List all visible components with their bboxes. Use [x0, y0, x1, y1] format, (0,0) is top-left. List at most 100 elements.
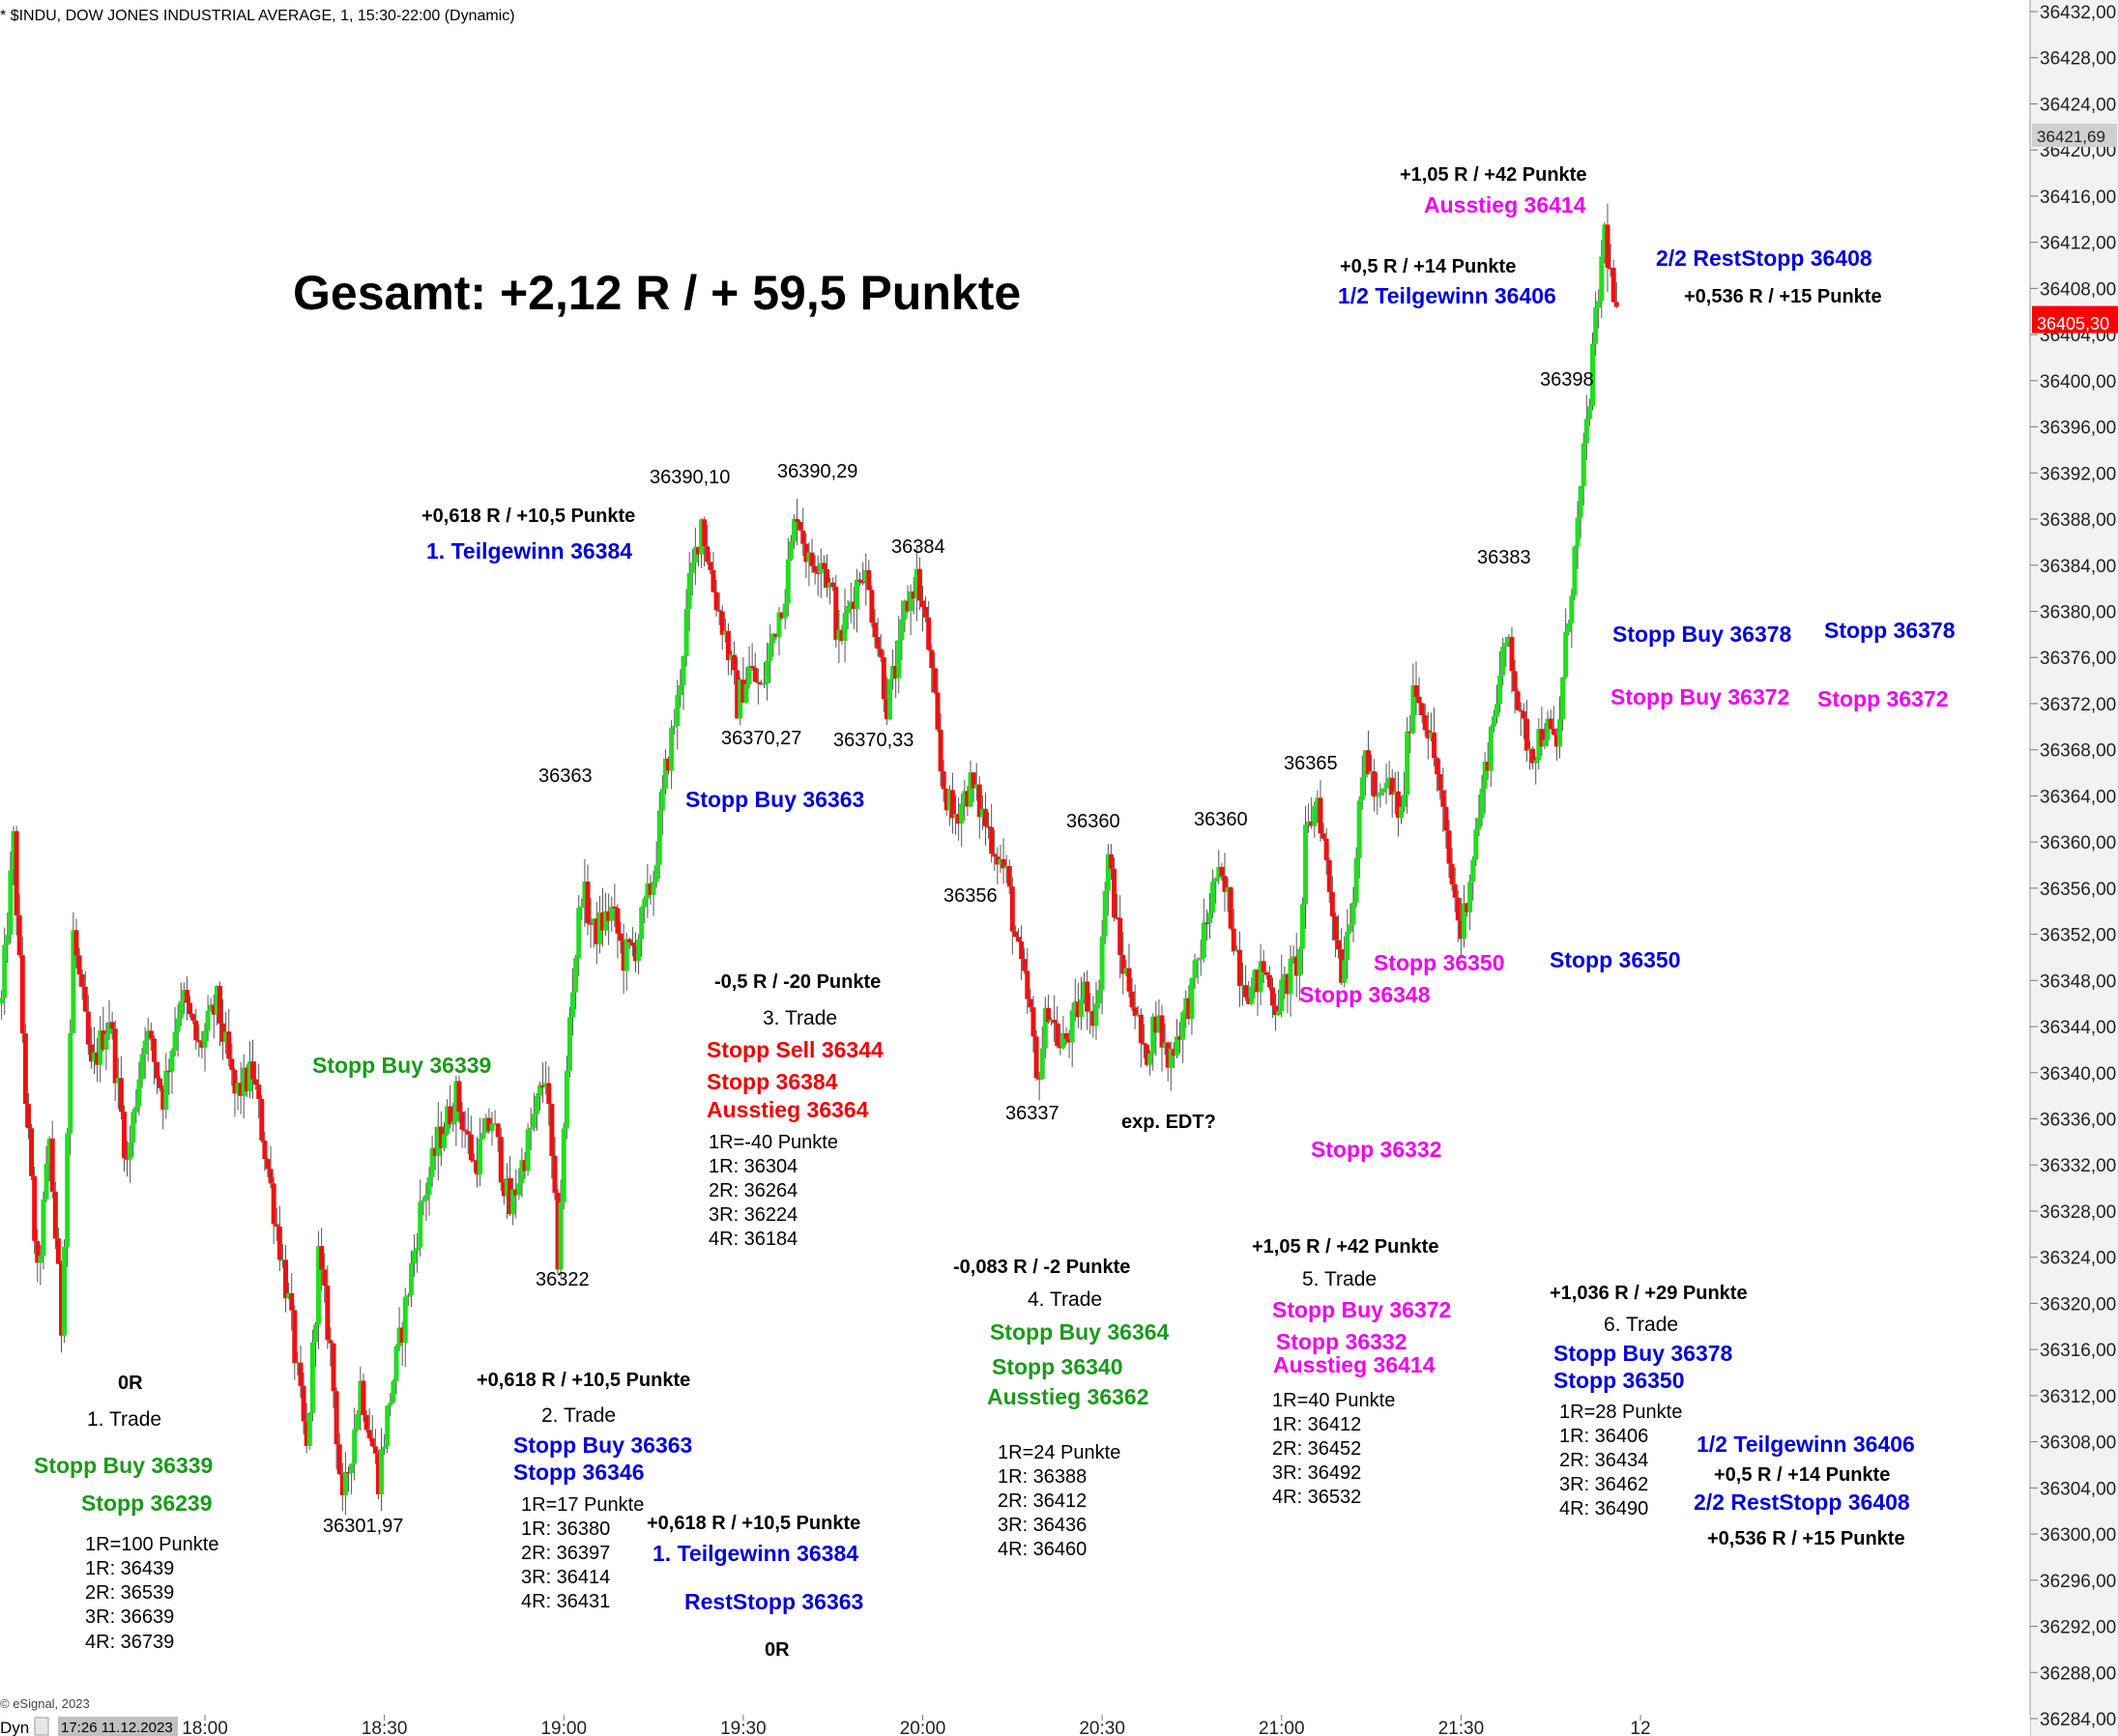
candle: [160, 1085, 166, 1130]
annotation-t2-title: 2. Trade: [541, 1404, 616, 1427]
candle-body: [558, 1201, 564, 1270]
candle: [196, 1024, 202, 1057]
candle: [1204, 909, 1209, 941]
candle-body: [1213, 878, 1219, 882]
candle-body: [49, 1138, 55, 1192]
candle: [1506, 633, 1512, 648]
candle-body: [899, 619, 905, 641]
candle-body: [475, 1161, 480, 1175]
candle-body: [151, 1038, 157, 1062]
candle: [949, 772, 955, 834]
candle-body: [603, 911, 609, 931]
candle-body: [725, 630, 731, 660]
candle: [941, 760, 946, 802]
candle-body: [762, 683, 768, 685]
candle: [1147, 1050, 1153, 1076]
candle: [1174, 1019, 1179, 1058]
candle: [435, 1102, 441, 1181]
candle-body: [681, 655, 686, 685]
candle-body: [256, 1085, 262, 1099]
price-tick-label: 36336,00: [2040, 1111, 2116, 1131]
candle: [1246, 981, 1252, 1005]
candle-body: [711, 569, 716, 593]
candle-body: [782, 603, 788, 619]
candle: [1115, 893, 1120, 920]
candle-body: [1276, 1010, 1282, 1016]
candle: [8, 851, 14, 944]
candle: [62, 1239, 68, 1344]
candle-body: [1156, 1015, 1162, 1033]
annotation-p-36356: 36356: [943, 885, 998, 907]
candle-body: [85, 1011, 91, 1045]
time-axis-panel[interactable]: [0, 1715, 2030, 1736]
candle-body: [1099, 936, 1105, 991]
candle-body: [656, 810, 662, 865]
candle-body: [743, 683, 749, 703]
candle: [809, 538, 815, 573]
candle-body: [659, 788, 665, 811]
candle-body: [1192, 960, 1198, 978]
candle: [1523, 700, 1529, 763]
candle-body: [812, 565, 818, 573]
candle: [732, 641, 738, 685]
candle: [279, 1243, 285, 1268]
price-tick-label: 36388,00: [2040, 510, 2116, 531]
lock-icon[interactable]: [34, 1717, 49, 1736]
candle: [1207, 892, 1212, 940]
candle-body: [1132, 1007, 1138, 1017]
candle: [253, 1061, 259, 1090]
candle-body: [860, 581, 866, 584]
candle-body: [615, 908, 621, 934]
annotation-t3-r: -0,5 R / -20 Punkte: [714, 971, 881, 993]
candle: [163, 1053, 169, 1119]
candle: [516, 1168, 522, 1201]
candle: [148, 1022, 154, 1052]
candle: [44, 1145, 49, 1202]
candle: [459, 1101, 465, 1148]
price-scale-panel[interactable]: [2030, 0, 2118, 1736]
candle-body: [388, 1403, 393, 1406]
candle-body: [1312, 805, 1318, 826]
candle: [1345, 909, 1350, 979]
hover-price-marker: 36421,69: [2032, 124, 2117, 147]
candle-body: [1356, 800, 1362, 858]
candle: [1129, 977, 1135, 1011]
candle: [453, 1075, 459, 1146]
candle-body: [298, 1362, 304, 1386]
candle: [382, 1433, 388, 1456]
candle-body: [1578, 485, 1583, 518]
candle: [5, 911, 11, 964]
candle-body: [905, 600, 911, 612]
candle-body: [1096, 990, 1102, 1004]
candle-body: [890, 666, 896, 680]
candle: [76, 947, 82, 987]
candle: [412, 1233, 418, 1278]
candle-body: [776, 612, 782, 637]
candle: [399, 1321, 405, 1367]
candle: [899, 600, 905, 660]
candle: [1422, 704, 1428, 738]
candle: [262, 1131, 268, 1172]
candle: [1135, 1005, 1141, 1017]
candle-body: [519, 1160, 525, 1184]
candle-body: [510, 1189, 516, 1215]
price-tick-label: 36296,00: [2040, 1572, 2116, 1592]
annotation-t6-stop: Stopp 36350: [1553, 1368, 1685, 1393]
candle: [92, 1027, 98, 1075]
candle-body: [1399, 806, 1404, 818]
candle-body: [1210, 882, 1216, 913]
annotation-c-stopp-36348: Stopp 36348: [1299, 982, 1431, 1007]
candle-body: [537, 1085, 542, 1096]
candle: [911, 576, 916, 615]
candle-body: [223, 1031, 229, 1042]
candle-body: [768, 643, 773, 661]
candle: [1228, 885, 1233, 931]
candle-body: [1369, 770, 1375, 774]
candle: [298, 1345, 304, 1399]
candle: [1425, 711, 1431, 760]
candle: [1117, 895, 1123, 979]
candle-body: [1365, 750, 1371, 774]
candle: [1078, 976, 1084, 1030]
candle: [1395, 771, 1401, 837]
candle: [854, 568, 859, 633]
